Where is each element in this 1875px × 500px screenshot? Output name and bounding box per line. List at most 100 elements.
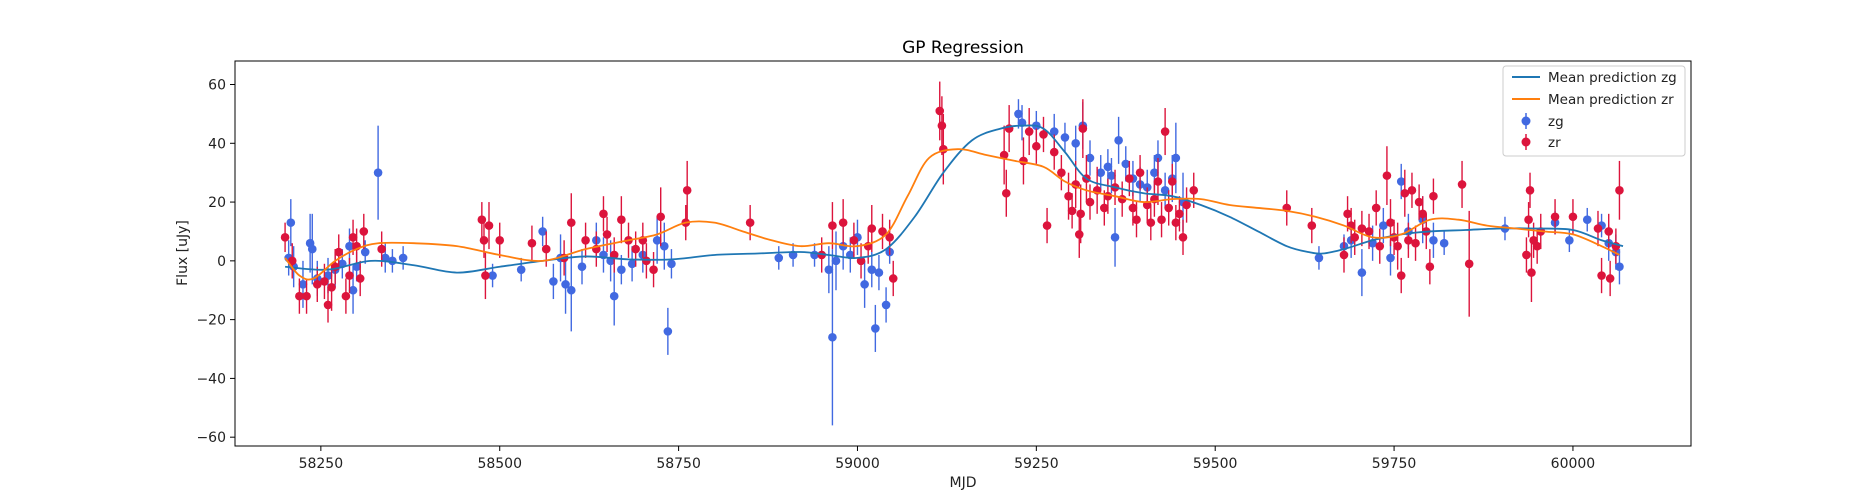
point-zr [828, 221, 837, 230]
point-zg [488, 271, 497, 280]
point-zr [1182, 200, 1191, 210]
point-zg [1014, 109, 1023, 119]
legend: Mean prediction zg Mean prediction zr zg… [1502, 65, 1686, 157]
point-zr [1049, 147, 1059, 157]
point-zr [1125, 174, 1134, 183]
x-tick-label: 59250 [1014, 456, 1059, 472]
point-zr [377, 244, 386, 254]
point-zr [359, 227, 369, 236]
point-zr [682, 186, 692, 195]
point-zg [1429, 235, 1438, 245]
point-zr [334, 247, 344, 257]
point-zr [1425, 262, 1435, 272]
point-zr [1464, 259, 1474, 269]
point-zg [1103, 162, 1113, 172]
x-tick-label: 59500 [1193, 456, 1238, 472]
point-zr [1411, 238, 1420, 248]
point-zg [345, 241, 354, 251]
point-zr [280, 233, 290, 242]
point-zr [1100, 203, 1109, 213]
y-tick-label: 20 [208, 195, 226, 211]
point-zr [1135, 168, 1145, 177]
point-zr [320, 277, 329, 286]
point-zr [888, 274, 898, 283]
point-zr [355, 274, 365, 283]
point-zg [516, 265, 526, 274]
point-zg [831, 256, 841, 266]
point-zg [561, 280, 570, 289]
point-zr [1429, 191, 1438, 201]
point-zr [477, 215, 487, 225]
point-zr [541, 244, 551, 254]
point-zr [849, 235, 859, 245]
point-zr [481, 271, 490, 280]
point-zr [1001, 188, 1011, 198]
point-zr [1078, 124, 1088, 133]
point-zr [1525, 186, 1535, 195]
point-zr [1057, 168, 1066, 177]
point-zg [1386, 253, 1395, 263]
y-tick-label: −20 [196, 313, 226, 329]
point-zg [1396, 177, 1406, 186]
point-zr [484, 221, 494, 230]
point-zg [566, 285, 576, 295]
x-tick-label: 58500 [477, 456, 522, 472]
y-tick-label: −60 [196, 430, 226, 446]
point-zr [287, 256, 297, 266]
point-zr [1527, 268, 1536, 277]
point-zg [1085, 153, 1095, 163]
point-zr [1414, 197, 1424, 207]
point-zr [1167, 177, 1177, 186]
point-zg [871, 324, 880, 333]
point-zg [1150, 168, 1159, 177]
point-zg [1107, 171, 1116, 180]
point-zg [388, 256, 397, 266]
point-zr [878, 227, 887, 236]
point-zg [652, 235, 662, 245]
point-zg [1160, 186, 1170, 195]
point-zr [1418, 209, 1427, 219]
point-zg [1439, 238, 1449, 248]
point-zr [1532, 241, 1542, 251]
point-zr [617, 215, 626, 225]
point-zr [566, 218, 576, 227]
point-zr [1593, 224, 1603, 233]
point-zr [1396, 271, 1406, 280]
point-zg [774, 253, 784, 263]
series-line-mean-prediction-zr [284, 148, 1620, 281]
point-zr [495, 235, 505, 245]
point-zr [327, 282, 336, 292]
legend-label-zr: zr [1548, 135, 1561, 151]
point-zg [398, 253, 408, 263]
point-zg [1071, 138, 1080, 148]
point-zr [745, 218, 755, 227]
point-zr [1064, 191, 1073, 201]
point-zr [1157, 215, 1166, 225]
point-zr [1132, 215, 1141, 225]
point-zr [1164, 203, 1174, 213]
point-zg [667, 259, 676, 269]
point-zg [617, 265, 626, 274]
point-zr [1146, 218, 1156, 227]
point-zr [937, 121, 947, 130]
point-zr [1393, 241, 1402, 251]
point-zr [838, 218, 848, 227]
point-zr [312, 280, 322, 289]
point-zr [1404, 235, 1413, 245]
chart-title: GP Regression [902, 38, 1024, 58]
point-zr [302, 291, 311, 301]
point-zr [1605, 274, 1615, 283]
point-zg [577, 262, 587, 272]
point-zg [1565, 235, 1574, 245]
point-zg [1582, 215, 1592, 225]
legend-label-zr-line: Mean prediction zr [1548, 92, 1674, 108]
legend-box [1502, 65, 1686, 157]
point-zr [1160, 127, 1170, 136]
point-zr [649, 265, 658, 274]
point-zg [1060, 133, 1070, 142]
point-zr [1364, 227, 1374, 236]
point-zr [1400, 188, 1410, 198]
point-zr [345, 271, 354, 280]
point-zg [1379, 221, 1388, 230]
point-zr [631, 244, 640, 254]
